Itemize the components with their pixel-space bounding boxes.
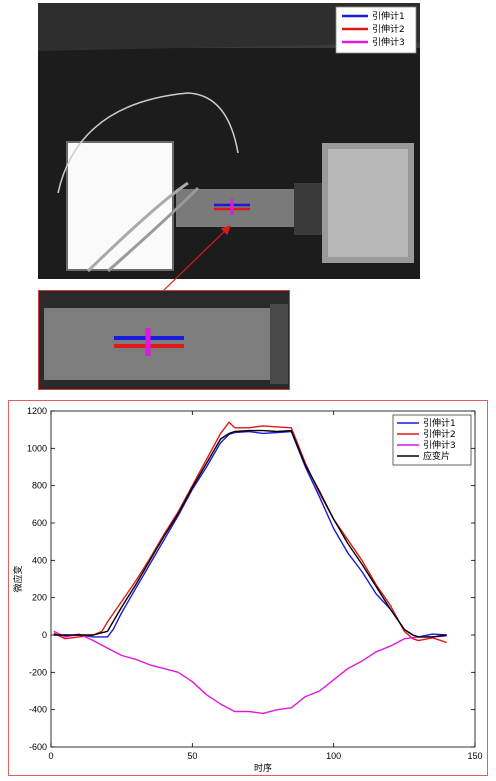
series-line-3 — [53, 630, 447, 715]
photo-legend-label-1: 引伸计1 — [372, 10, 405, 22]
legend-label-1: 引伸计1 — [423, 417, 456, 429]
photo-legend-label-3: 引伸计3 — [372, 36, 405, 48]
y-tick-label: 600 — [32, 518, 47, 528]
strain-chart-panel: 0 50 100 150 -600 -400 -200 0 200 400 600 800 1000 12… — [8, 400, 488, 776]
y-tick-label: 1000 — [27, 443, 47, 453]
series-line-2 — [53, 421, 447, 644]
series-line-4 — [53, 429, 447, 638]
x-tick-label: 100 — [326, 751, 341, 761]
y-tick-label: -400 — [29, 705, 47, 715]
y-axis-label: 微应变 — [12, 565, 24, 592]
legend-label-4: 应变片 — [423, 450, 450, 462]
legend-label-3: 引伸计3 — [423, 439, 456, 451]
x-tick-label: 50 — [187, 751, 197, 761]
strain-chart: 0 50 100 150 -600 -400 -200 0 200 400 600 800 1000 12… — [12, 406, 483, 774]
y-tick-label: 400 — [32, 555, 47, 565]
y-tick-label: -600 — [29, 742, 47, 752]
photo-legend: 引伸计1 引伸计2 引伸计3 — [335, 6, 417, 54]
zoom-arrow — [161, 225, 231, 293]
specimen-photo: 引伸计1 引伸计2 引伸计3 — [38, 3, 420, 279]
y-tick-label: 200 — [32, 593, 47, 603]
y-tick-label: 0 — [42, 630, 47, 640]
legend-label-2: 引伸计2 — [423, 428, 456, 440]
specimen-zoom-inset — [38, 290, 290, 390]
y-tick-label: -200 — [29, 667, 47, 677]
y-tick-label: 1200 — [27, 406, 47, 416]
plot-area-frame — [50, 410, 476, 748]
x-tick-label: 150 — [467, 751, 482, 761]
x-axis-label: 时序 — [254, 762, 272, 774]
photo-legend-label-2: 引伸计2 — [372, 23, 405, 35]
x-tick-label: 0 — [48, 751, 53, 761]
y-tick-label: 800 — [32, 481, 47, 491]
